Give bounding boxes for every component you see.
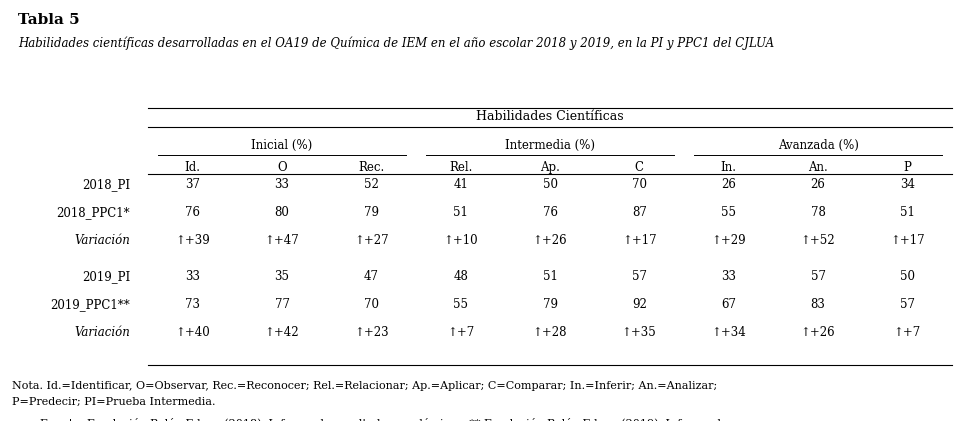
Text: 70: 70 bbox=[631, 179, 647, 192]
Text: ↑+17: ↑+17 bbox=[890, 234, 924, 248]
Text: Intermedia (%): Intermedia (%) bbox=[505, 139, 595, 152]
Text: 33: 33 bbox=[275, 179, 289, 192]
Text: Variación: Variación bbox=[74, 327, 130, 339]
Text: Variación: Variación bbox=[74, 234, 130, 248]
Text: Inicial (%): Inicial (%) bbox=[251, 139, 312, 152]
Text: 87: 87 bbox=[631, 206, 647, 219]
Text: P: P bbox=[903, 161, 911, 174]
Text: Avanzada (%): Avanzada (%) bbox=[777, 139, 859, 152]
Text: O: O bbox=[278, 161, 287, 174]
Text: 92: 92 bbox=[631, 298, 647, 312]
Text: ↑+47: ↑+47 bbox=[265, 234, 300, 248]
Text: 57: 57 bbox=[810, 271, 826, 283]
Text: 26: 26 bbox=[721, 179, 736, 192]
Text: 35: 35 bbox=[275, 271, 289, 283]
Text: Id.: Id. bbox=[185, 161, 201, 174]
Text: ↑+17: ↑+17 bbox=[622, 234, 657, 248]
Text: 83: 83 bbox=[810, 298, 826, 312]
Text: 73: 73 bbox=[185, 298, 200, 312]
Text: ↑+39: ↑+39 bbox=[175, 234, 210, 248]
Text: 79: 79 bbox=[542, 298, 558, 312]
Text: 2018_PI: 2018_PI bbox=[82, 179, 130, 192]
Text: 47: 47 bbox=[364, 271, 379, 283]
Text: Ap.: Ap. bbox=[540, 161, 560, 174]
Text: 77: 77 bbox=[275, 298, 289, 312]
Text: 34: 34 bbox=[900, 179, 915, 192]
Text: Nota. Id.=Identificar, O=Observar, Rec.=Reconocer; Rel.=Relacionar; Ap.=Aplicar;: Nota. Id.=Identificar, O=Observar, Rec.=… bbox=[12, 381, 718, 391]
Text: Tabla 5: Tabla 5 bbox=[18, 13, 79, 27]
Text: C: C bbox=[634, 161, 644, 174]
Text: 79: 79 bbox=[364, 206, 379, 219]
Text: ↑+28: ↑+28 bbox=[533, 327, 568, 339]
Text: 51: 51 bbox=[900, 206, 915, 219]
Text: 33: 33 bbox=[185, 271, 200, 283]
Text: P=Predecir; PI=Prueba Intermedia.: P=Predecir; PI=Prueba Intermedia. bbox=[12, 397, 216, 407]
Text: 51: 51 bbox=[454, 206, 468, 219]
Text: ↑+27: ↑+27 bbox=[354, 234, 389, 248]
Text: 41: 41 bbox=[454, 179, 468, 192]
Text: ↑+26: ↑+26 bbox=[801, 327, 835, 339]
Text: Rel.: Rel. bbox=[449, 161, 472, 174]
Text: ↑+23: ↑+23 bbox=[354, 327, 389, 339]
Text: 50: 50 bbox=[542, 179, 558, 192]
Text: 78: 78 bbox=[810, 206, 826, 219]
Text: 55: 55 bbox=[721, 206, 736, 219]
Text: 57: 57 bbox=[631, 271, 647, 283]
Text: Habilidades Científicas: Habilidades Científicas bbox=[476, 110, 624, 123]
Text: 76: 76 bbox=[185, 206, 200, 219]
Text: 67: 67 bbox=[721, 298, 736, 312]
Text: 26: 26 bbox=[810, 179, 826, 192]
Text: 52: 52 bbox=[364, 179, 379, 192]
Text: 2018_PPC1*: 2018_PPC1* bbox=[56, 206, 130, 219]
Text: Habilidades científicas desarrolladas en el OA19 de Química de IEM en el año esc: Habilidades científicas desarrolladas en… bbox=[18, 37, 775, 51]
Text: ↑+29: ↑+29 bbox=[712, 234, 746, 248]
Text: 2019_PI: 2019_PI bbox=[82, 271, 130, 283]
Text: 50: 50 bbox=[900, 271, 915, 283]
Text: 2019_PPC1**: 2019_PPC1** bbox=[50, 298, 130, 312]
Text: 48: 48 bbox=[454, 271, 468, 283]
Text: ↑+35: ↑+35 bbox=[622, 327, 657, 339]
Text: ↑+7: ↑+7 bbox=[447, 327, 474, 339]
Text: 33: 33 bbox=[721, 271, 736, 283]
Text: 57: 57 bbox=[900, 298, 915, 312]
Text: ↑+52: ↑+52 bbox=[801, 234, 835, 248]
Text: ↑+42: ↑+42 bbox=[265, 327, 300, 339]
Text: ↑+10: ↑+10 bbox=[443, 234, 478, 248]
Text: ↑+40: ↑+40 bbox=[175, 327, 210, 339]
Text: 76: 76 bbox=[542, 206, 558, 219]
Text: Fuente: Fundación Belén Educa (2018), Informe de resultados académicos. ** Funda: Fuente: Fundación Belén Educa (2018), In… bbox=[12, 417, 727, 421]
Text: 80: 80 bbox=[275, 206, 289, 219]
Text: An.: An. bbox=[808, 161, 828, 174]
Text: 70: 70 bbox=[364, 298, 379, 312]
Text: ↑+26: ↑+26 bbox=[533, 234, 568, 248]
Text: ↑+34: ↑+34 bbox=[712, 327, 747, 339]
Text: 37: 37 bbox=[185, 179, 200, 192]
Text: 51: 51 bbox=[542, 271, 557, 283]
Text: ↑+7: ↑+7 bbox=[894, 327, 921, 339]
Text: In.: In. bbox=[720, 161, 737, 174]
Text: Rec.: Rec. bbox=[358, 161, 385, 174]
Text: 55: 55 bbox=[454, 298, 468, 312]
